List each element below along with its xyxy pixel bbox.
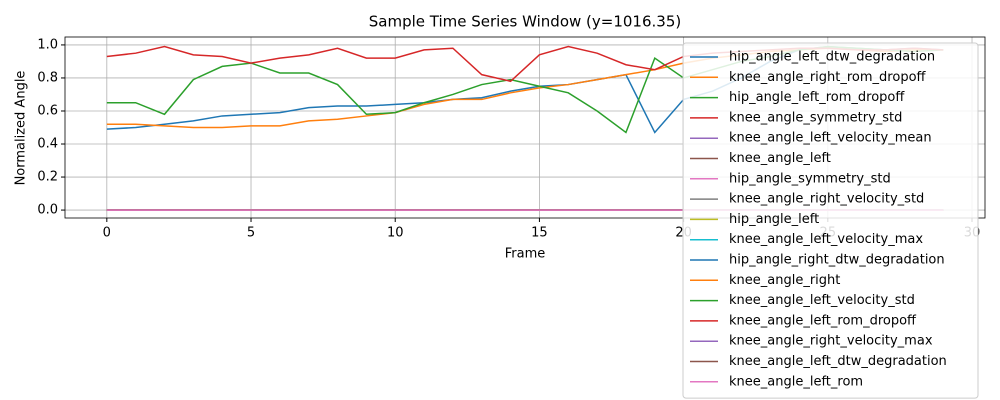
plot-frame	[64, 36, 986, 219]
legend-label: hip_angle_left_dtw_degradation	[729, 50, 935, 65]
y-tick-label: 0.4	[37, 137, 58, 152]
x-axis-label: Frame	[505, 247, 546, 262]
y-tick-label: 0.6	[37, 103, 58, 118]
legend-label: knee_angle_right_velocity_max	[729, 334, 933, 349]
y-tick-label: 0.2	[37, 170, 58, 185]
legend-label: hip_angle_left	[729, 212, 819, 227]
legend-label: knee_angle_left_dtw_degradation	[729, 354, 947, 369]
legend: hip_angle_left_dtw_degradation knee_angle…	[682, 42, 979, 399]
x-tick-label: 15	[531, 226, 548, 241]
legend-label: knee_angle_right_velocity_std	[729, 192, 924, 207]
x-tick-label: 0	[103, 226, 111, 241]
legend-label: knee_angle_left_velocity_std	[729, 293, 915, 308]
y-tick-label: 0.8	[37, 70, 58, 85]
legend-box	[682, 42, 979, 399]
y-tick-label: 0.0	[37, 203, 58, 218]
legend-label: hip_angle_symmetry_std	[729, 171, 891, 186]
legend-label: knee_angle_right_rom_dropoff	[729, 70, 927, 85]
legend-label: knee_angle_left_rom	[729, 374, 863, 389]
y-axis-label: Normalized Angle	[14, 71, 29, 186]
legend-label: knee_angle_left_rom_dropoff	[729, 313, 917, 328]
y-tick-label: 1.0	[37, 37, 58, 52]
legend-label: knee_angle_left_velocity_mean	[729, 131, 932, 146]
chart-title: Sample Time Series Window (y=1016.35)	[369, 13, 681, 31]
legend-label: knee_angle_right	[729, 273, 840, 288]
x-tick-label: 10	[387, 226, 404, 241]
legend-label: knee_angle_symmetry_std	[729, 110, 902, 125]
x-tick-label: 5	[247, 226, 255, 241]
legend-label: hip_angle_right_dtw_degradation	[729, 253, 945, 268]
legend-label: hip_angle_left_rom_dropoff	[729, 90, 905, 105]
legend-label: knee_angle_left_velocity_max	[729, 232, 923, 247]
legend-label: knee_angle_left	[729, 151, 831, 166]
